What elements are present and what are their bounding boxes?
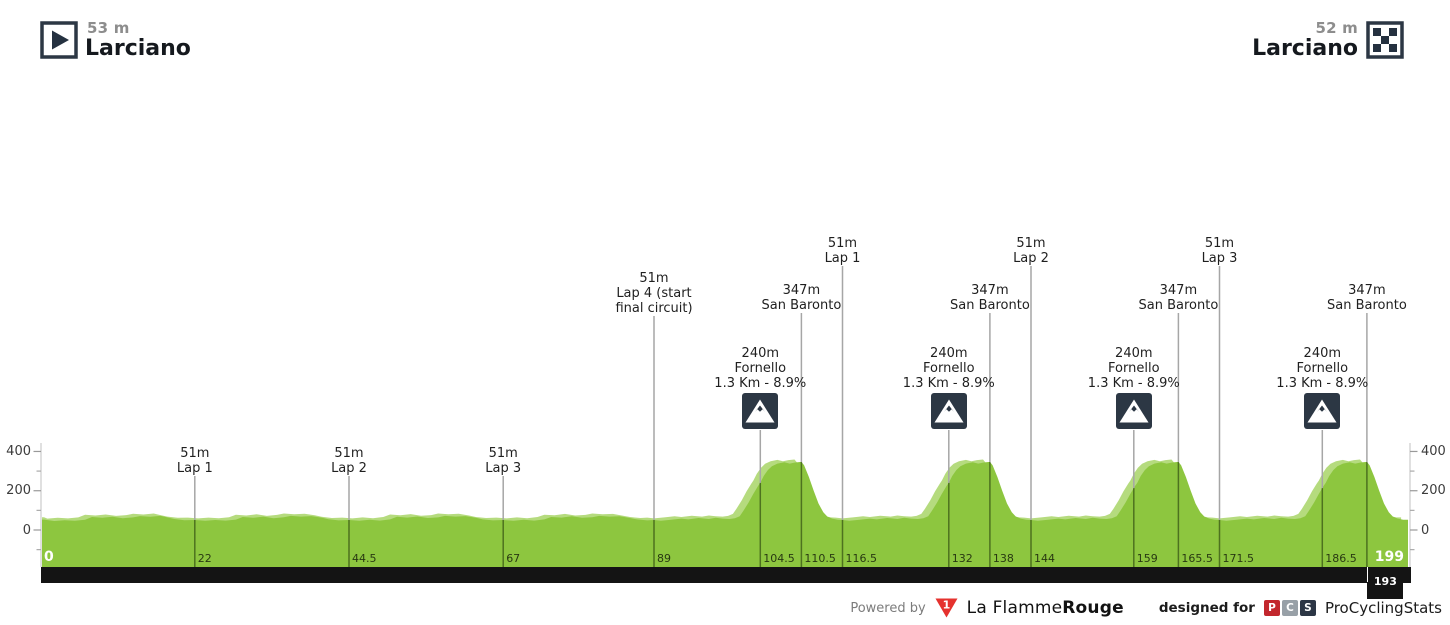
km-axis-bar [41, 567, 1411, 583]
marker-label: 51m Lap 2 [1013, 236, 1049, 266]
mountain-icon [1115, 392, 1153, 430]
marker-label: 51m Lap 3 [1201, 236, 1238, 266]
km-tick-label: 138 [992, 552, 1014, 565]
marker-label: 347m San Baronto [1138, 283, 1219, 313]
elevation-axis-label: 0 [22, 522, 31, 538]
marker-label: 240m Fornello 1.3 Km - 8.9% [1276, 346, 1369, 391]
svg-text:1: 1 [942, 599, 950, 612]
km-tick-label: 44.5 [352, 552, 377, 565]
pcs-logo-icon[interactable]: P C S [1263, 600, 1316, 616]
designed-for-label: designed for [1158, 600, 1255, 616]
marker-label: 240m Fornello 1.3 Km - 8.9% [902, 346, 995, 391]
km-tick-label: 132 [951, 552, 973, 565]
footer-credits: Powered by 1 La FlammeRouge designed for… [850, 595, 1442, 621]
marker-label: 51m Lap 4 (start final circuit) [615, 271, 693, 316]
final-km-value: 193 [1373, 575, 1397, 588]
finish-flag-icon [1366, 21, 1404, 59]
start-location: Larciano [85, 36, 191, 61]
la-flamme-rouge-link[interactable]: La FlammeRouge [966, 598, 1124, 618]
la-flamme-rouge-logo-icon[interactable]: 1 [935, 598, 958, 618]
km-tick-label: 67 [506, 552, 521, 565]
elevation-axis-label: 0 [1421, 522, 1430, 538]
start-elevation: 53 m [87, 19, 130, 37]
km-tick-label: 199 [1374, 549, 1404, 565]
km-tick-label: 165.5 [1181, 552, 1213, 565]
km-tick-label: 144 [1034, 552, 1055, 565]
start-flag-icon [40, 21, 78, 59]
pcs-letter-p: P [1263, 600, 1280, 616]
km-tick-label: 104.5 [763, 552, 795, 565]
pcs-letter-s: S [1299, 600, 1316, 616]
powered-by-label: Powered by [850, 600, 926, 616]
finish-location: Larciano [1252, 36, 1358, 61]
elevation-axis-label: 400 [1421, 444, 1446, 459]
km-tick-label: 171.5 [1222, 552, 1255, 565]
final-km-tick [1366, 567, 1368, 582]
marker-label: 51m Lap 3 [485, 446, 522, 476]
marker-label: 347m San Baronto [1327, 283, 1407, 313]
km-tick-label: 116.5 [845, 552, 878, 565]
elevation-axis-label: 400 [6, 444, 31, 459]
final-km-label: 193 [1366, 567, 1403, 599]
km-tick-label: 186.5 [1325, 552, 1357, 565]
mountain-icon [1303, 392, 1341, 430]
marker-label: 51m Lap 1 [176, 446, 213, 476]
km-tick-label: 89 [657, 552, 671, 565]
marker-label: 240m Fornello 1.3 Km - 8.9% [714, 346, 807, 391]
km-tick-label: 159 [1136, 552, 1158, 565]
km-tick-label: 110.5 [804, 552, 836, 565]
marker-label: 347m San Baronto [950, 283, 1030, 313]
km-tick-label: 0 [44, 549, 54, 565]
procyclingstats-link[interactable]: ProCyclingStats [1324, 599, 1442, 617]
marker-label: 240m Fornello 1.3 Km - 8.9% [1087, 346, 1180, 391]
finish-elevation: 52 m [1315, 19, 1358, 37]
profile-area [42, 461, 1408, 567]
marker-label: 51m Lap 2 [331, 446, 367, 476]
elevation-axis-label: 200 [6, 483, 31, 499]
marker-label: 51m Lap 1 [824, 236, 861, 266]
marker-label: 347m San Baronto [761, 283, 842, 313]
pcs-letter-c: C [1281, 600, 1298, 616]
mountain-icon [741, 392, 779, 430]
km-tick-label: 22 [197, 552, 212, 565]
mountain-icon [930, 392, 968, 430]
elevation-axis-label: 200 [1421, 483, 1446, 499]
